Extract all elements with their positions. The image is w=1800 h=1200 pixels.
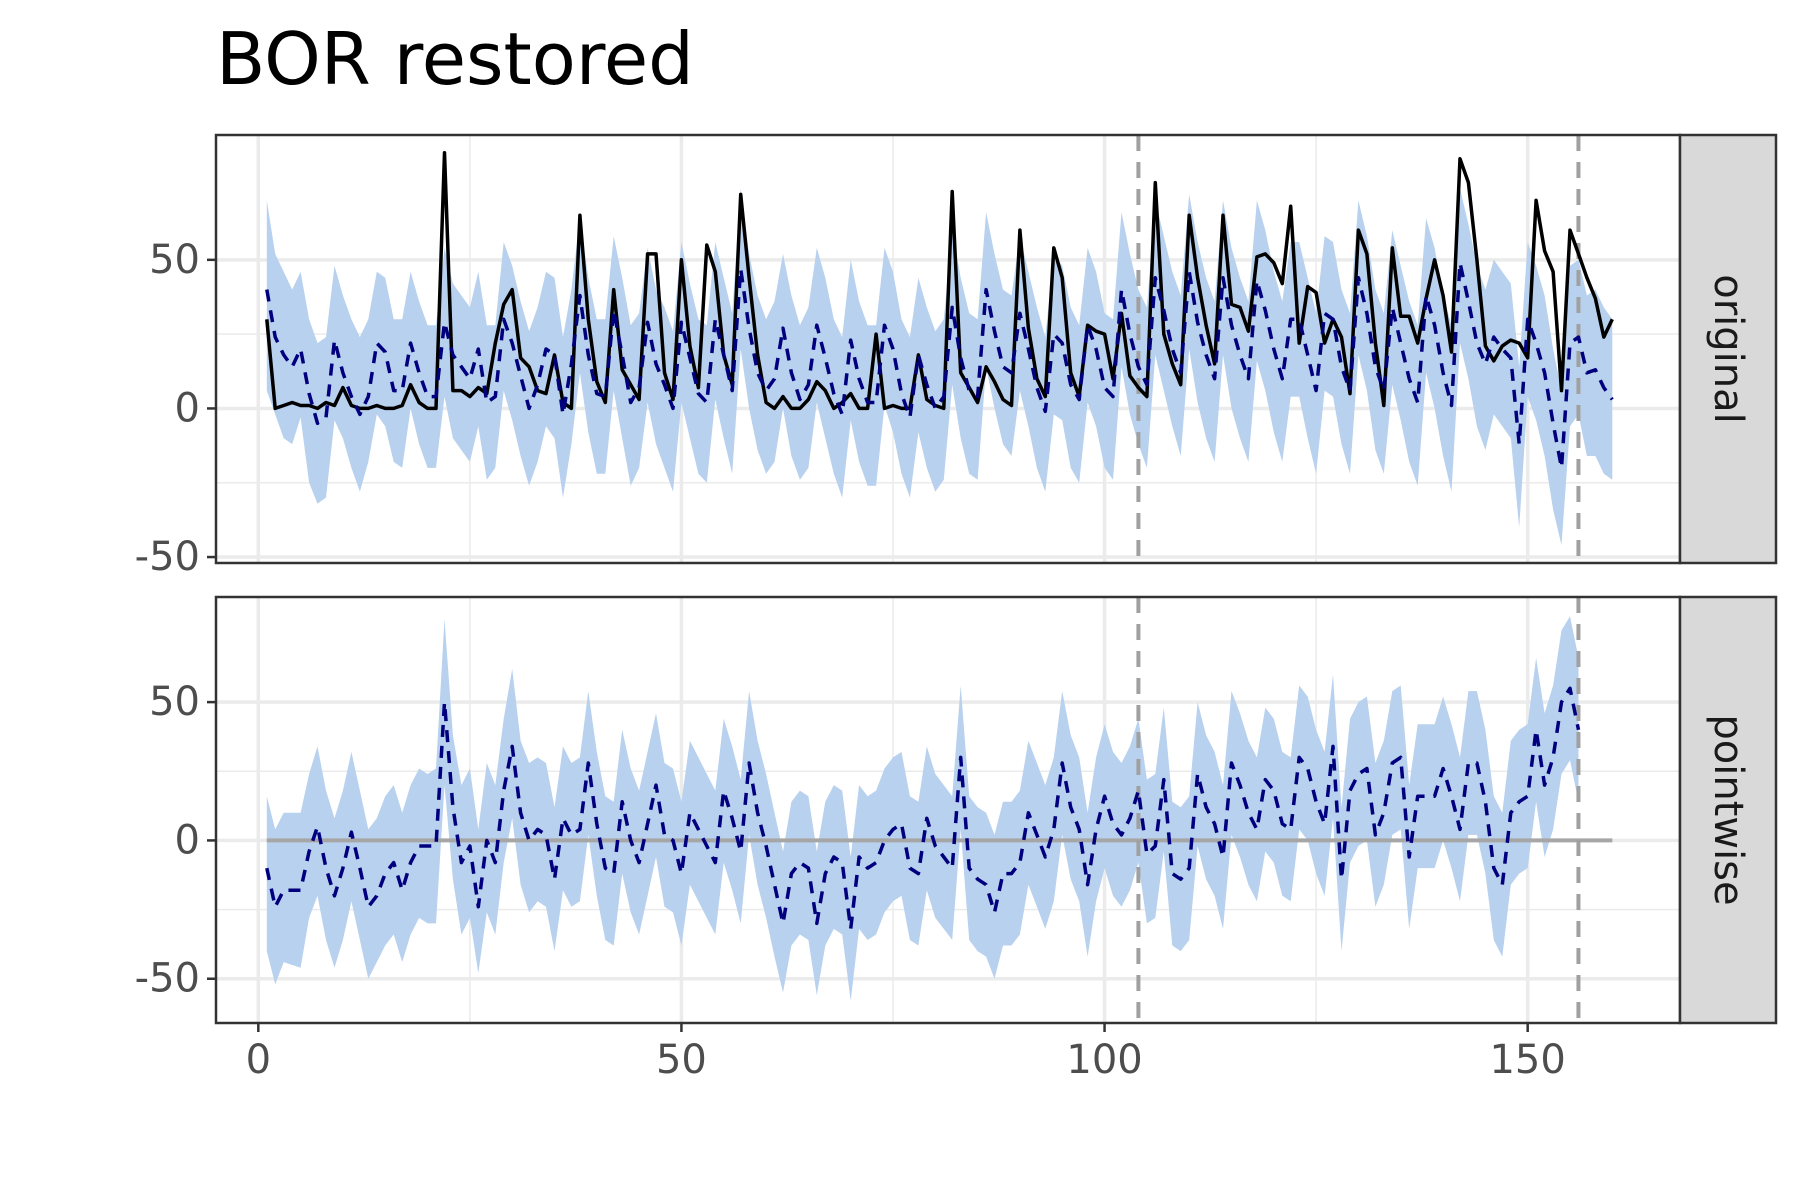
facet-strip — [1678, 133, 1778, 565]
prediction-interval-band — [266, 188, 1613, 546]
predicted-series-line — [265, 686, 1581, 931]
y-tick-label: 50 — [149, 237, 200, 283]
predicted-series-line — [265, 261, 1614, 470]
x-tick-label: 150 — [1489, 1037, 1565, 1083]
y-tick-label: -50 — [135, 956, 200, 1002]
panel-original: original -50 0 50 — [135, 133, 1778, 580]
x-tick-label: 0 — [246, 1037, 271, 1083]
y-tick-label: 50 — [149, 679, 200, 725]
facet-strip-label: pointwise — [1705, 714, 1751, 905]
y-tick-label: 0 — [175, 817, 200, 863]
facet-strip — [1678, 595, 1778, 1025]
y-tick-label: 0 — [175, 385, 200, 431]
x-tick-label: 100 — [1066, 1037, 1142, 1083]
chart-title: BOR restored — [216, 17, 694, 101]
y-tick-label: -50 — [135, 534, 200, 580]
observed-series-line — [265, 151, 1614, 411]
panel-pointwise: pointwise -50 0 50 — [135, 595, 1778, 1025]
prediction-interval-band — [266, 616, 1579, 1001]
x-tick-label: 50 — [656, 1037, 707, 1083]
facet-strip-label: original — [1705, 274, 1751, 424]
